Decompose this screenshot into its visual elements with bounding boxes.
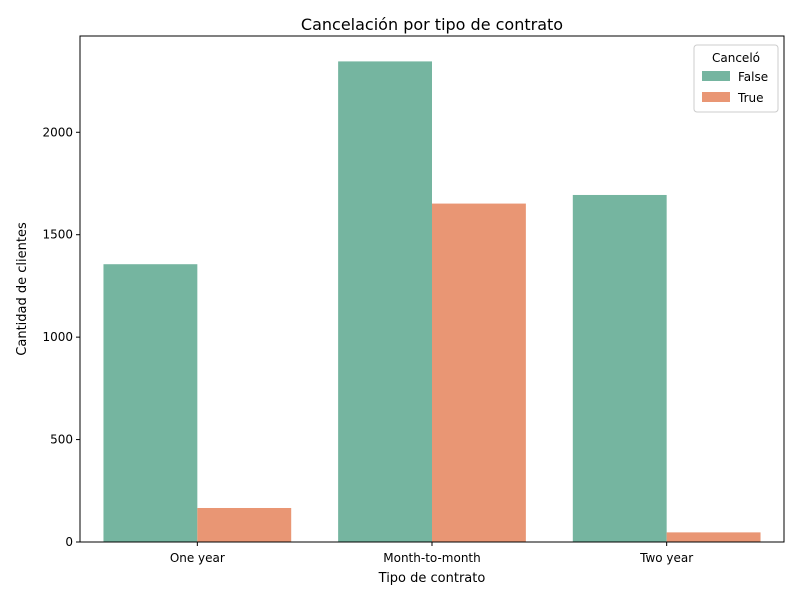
legend-label-false: False: [738, 70, 768, 84]
legend-swatch-true: [702, 92, 730, 102]
legend-swatch-false: [702, 71, 730, 81]
bars-group: [103, 61, 761, 543]
chart-title: Cancelación por tipo de contrato: [301, 15, 563, 34]
bar-false-one-year: [103, 264, 198, 542]
y-tick-label: 1500: [42, 228, 73, 242]
y-tick-label: 1000: [42, 330, 73, 344]
bar-true-month-to-month: [432, 203, 526, 542]
legend: Canceló False True: [693, 44, 779, 113]
y-tick-label: 2000: [42, 125, 73, 139]
x-tick-label: Month-to-month: [383, 551, 481, 565]
y-tick-label: 0: [65, 535, 73, 549]
bar-false-month-to-month: [338, 61, 432, 542]
bar-false-two-year: [572, 194, 667, 543]
legend-label-true: True: [737, 91, 764, 105]
bar-true-two-year: [666, 532, 761, 542]
x-tick-label: One year: [170, 551, 225, 565]
x-tick-label: Two year: [639, 551, 693, 565]
bar-true-one-year: [197, 507, 292, 542]
y-axis-label: Cantidad de clientes: [15, 222, 30, 356]
y-tick-label: 500: [50, 433, 73, 447]
legend-title: Canceló: [712, 51, 760, 65]
x-axis: One year Month-to-month Two year: [170, 542, 693, 565]
y-axis: 0 500 1000 1500 2000: [42, 125, 80, 549]
plot-frame: [79, 35, 785, 543]
x-axis-label: Tipo de contrato: [378, 571, 486, 586]
